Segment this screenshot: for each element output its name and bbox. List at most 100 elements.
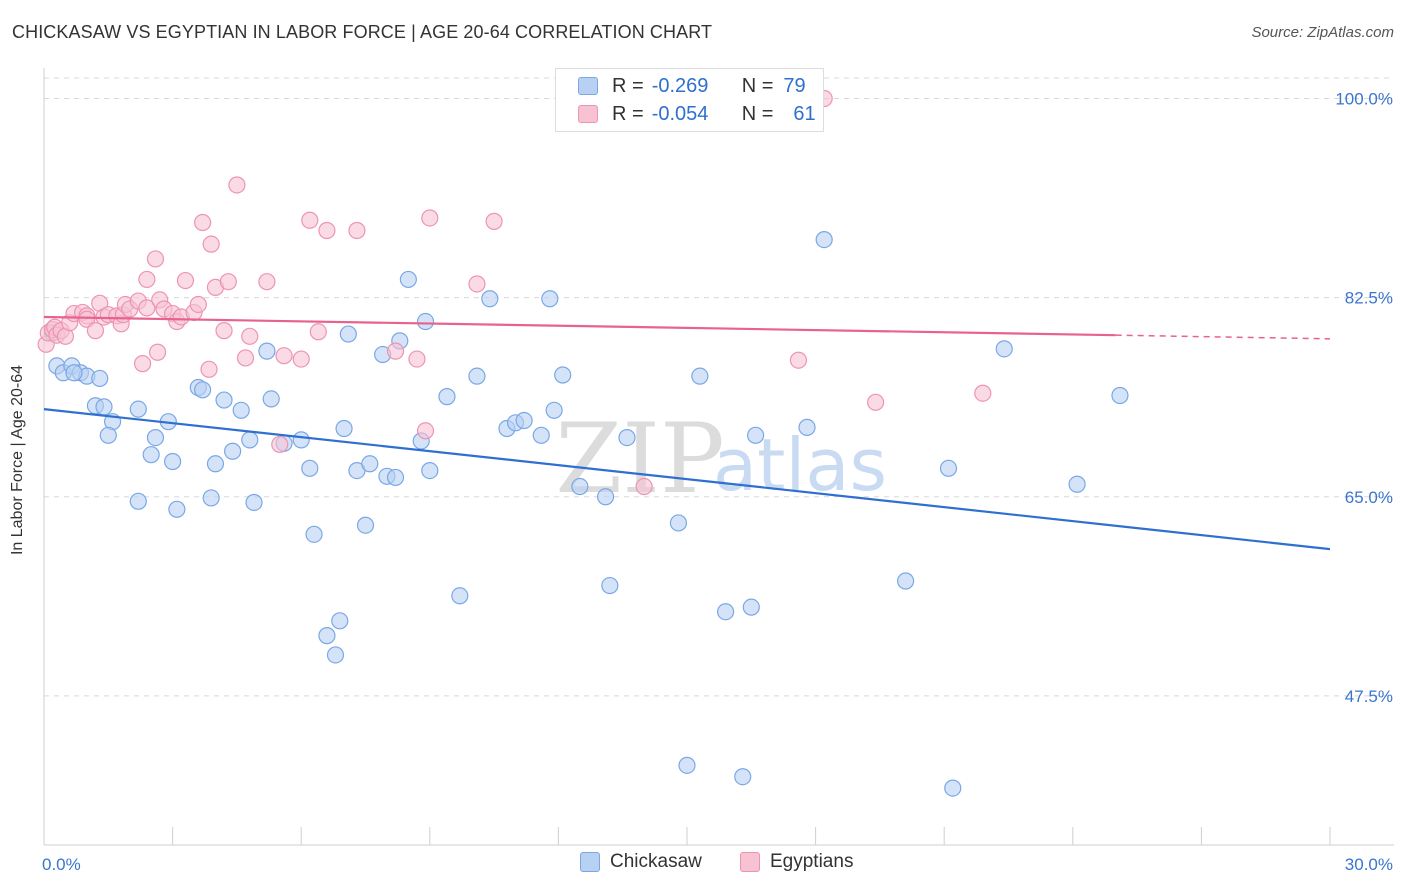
- egyptians-point: [309, 323, 327, 341]
- egyptians-point: [408, 350, 426, 368]
- egyptians-point: [146, 250, 165, 268]
- chart-title: CHICKASAW VS EGYPTIAN IN LABOR FORCE | A…: [12, 22, 713, 42]
- trend-layer: [43, 315, 1331, 551]
- chickasaw-point: [262, 390, 280, 408]
- chickasaw-point: [716, 603, 735, 621]
- egyptians-point: [348, 221, 366, 240]
- chickasaw-point: [361, 455, 379, 473]
- series-legend-label-egyptians: Egyptians: [770, 851, 854, 872]
- chickasaw-point: [596, 488, 615, 506]
- egyptians-point: [148, 343, 167, 361]
- chickasaw-point: [95, 398, 113, 416]
- chickasaw-point: [815, 230, 833, 249]
- y-tick-label: 100.0%: [1335, 89, 1393, 108]
- legend-r-label-chickasaw: R =: [612, 74, 644, 97]
- legend-n-value-chickasaw: 79: [783, 74, 806, 97]
- egyptians-point: [468, 275, 486, 293]
- legend-n-label-egyptians: N =: [741, 102, 774, 125]
- chickasaw-point: [305, 525, 323, 543]
- chickasaw-point: [742, 598, 760, 616]
- chickasaw-point: [897, 572, 915, 590]
- chickasaw-point: [481, 290, 499, 308]
- egyptians-point: [974, 384, 992, 402]
- egyptians-point: [416, 422, 435, 440]
- egyptians-point: [194, 213, 212, 232]
- legend-n-label-chickasaw: N =: [741, 74, 774, 97]
- chickasaw-point: [318, 627, 336, 645]
- chickasaw-point: [386, 468, 405, 487]
- chickasaw-point: [339, 325, 357, 343]
- egyptians-point: [485, 212, 503, 230]
- watermark-zip: ZIP: [555, 403, 724, 515]
- egyptians-point: [271, 435, 289, 454]
- egyptians-point: [86, 322, 105, 340]
- chickasaw-point: [99, 426, 117, 444]
- x-tick-label: 0.0%: [42, 855, 81, 874]
- series-legend-chickasaw: Chickasaw: [580, 851, 702, 873]
- chickasaw-point: [202, 489, 220, 507]
- chickasaw-point: [944, 779, 962, 797]
- chickasaw-point: [438, 388, 456, 406]
- chickasaw-point: [995, 340, 1013, 358]
- series-legend-label-chickasaw: Chickasaw: [610, 851, 702, 872]
- chickasaw-point: [164, 452, 182, 471]
- chickasaw-point: [798, 418, 816, 436]
- chickasaw-point: [532, 426, 550, 444]
- chickasaw-point: [301, 459, 319, 477]
- chickasaw-point: [399, 270, 417, 289]
- egyptians-trendline-extension: [1115, 334, 1331, 340]
- source-credit: Source: ZipAtlas.com: [1251, 24, 1394, 41]
- egyptians-point: [258, 273, 276, 291]
- legend-row-chickasaw: R = -0.269 N = 79: [578, 72, 806, 100]
- chickasaw-point: [421, 462, 439, 480]
- series-legend-swatch-egyptians: [740, 852, 760, 872]
- watermark-atlas: atlas: [713, 423, 887, 507]
- egyptians-point: [138, 299, 156, 317]
- y-tick-label: 47.5%: [1345, 687, 1393, 706]
- egyptians-trendline: [43, 315, 1116, 337]
- egyptians-point: [275, 347, 293, 365]
- egyptians-point: [236, 349, 255, 367]
- chickasaw-point: [331, 612, 349, 630]
- watermark: ZIP atlas: [555, 403, 887, 515]
- chickasaw-point: [515, 411, 533, 430]
- chickasaw-point: [939, 459, 958, 477]
- points-layer: [37, 89, 1129, 797]
- y-tick-label: 82.5%: [1345, 289, 1393, 308]
- egyptians-point: [867, 393, 885, 411]
- chickasaw-point: [734, 768, 752, 786]
- egyptians-point: [202, 235, 220, 253]
- egyptians-point: [78, 310, 96, 328]
- legend-r-label-egyptians: R =: [612, 102, 644, 125]
- egyptians-point: [219, 273, 237, 291]
- egyptians-point: [215, 322, 233, 340]
- chickasaw-point: [129, 492, 147, 510]
- chickasaw-point: [215, 391, 233, 409]
- y-tick-label: 65.0%: [1345, 488, 1393, 507]
- chickasaw-point: [1068, 475, 1086, 493]
- chickasaw-point: [232, 401, 250, 419]
- chickasaw-point: [416, 312, 435, 331]
- egyptians-point: [189, 295, 207, 314]
- legend-n-value-egyptians: 61: [793, 102, 816, 125]
- chickasaw-trendline: [43, 408, 1331, 551]
- chickasaw-point: [224, 442, 242, 460]
- series-legend-swatch-chickasaw: [580, 852, 600, 872]
- chickasaw-point: [258, 342, 276, 360]
- chickasaw-point: [241, 431, 259, 449]
- legend-r-value-egyptians: -0.054: [651, 102, 709, 125]
- chickasaw-point: [168, 500, 186, 518]
- chickasaw-point: [571, 477, 589, 496]
- egyptians-point: [789, 351, 808, 369]
- chickasaw-point: [142, 446, 160, 464]
- y-axis-label: In Labor Force | Age 20-64: [9, 364, 26, 556]
- chickasaw-point: [245, 493, 263, 512]
- correlation-legend: R = -0.269 N = 79 R = -0.054 N = 61: [555, 68, 824, 132]
- egyptians-point: [635, 477, 653, 496]
- chickasaw-point: [91, 369, 109, 388]
- egyptians-point: [292, 350, 310, 368]
- egyptians-point: [228, 176, 246, 194]
- chickasaw-point: [65, 364, 83, 382]
- x-tick-label: 30.0%: [1345, 855, 1393, 874]
- chickasaw-point: [746, 426, 765, 444]
